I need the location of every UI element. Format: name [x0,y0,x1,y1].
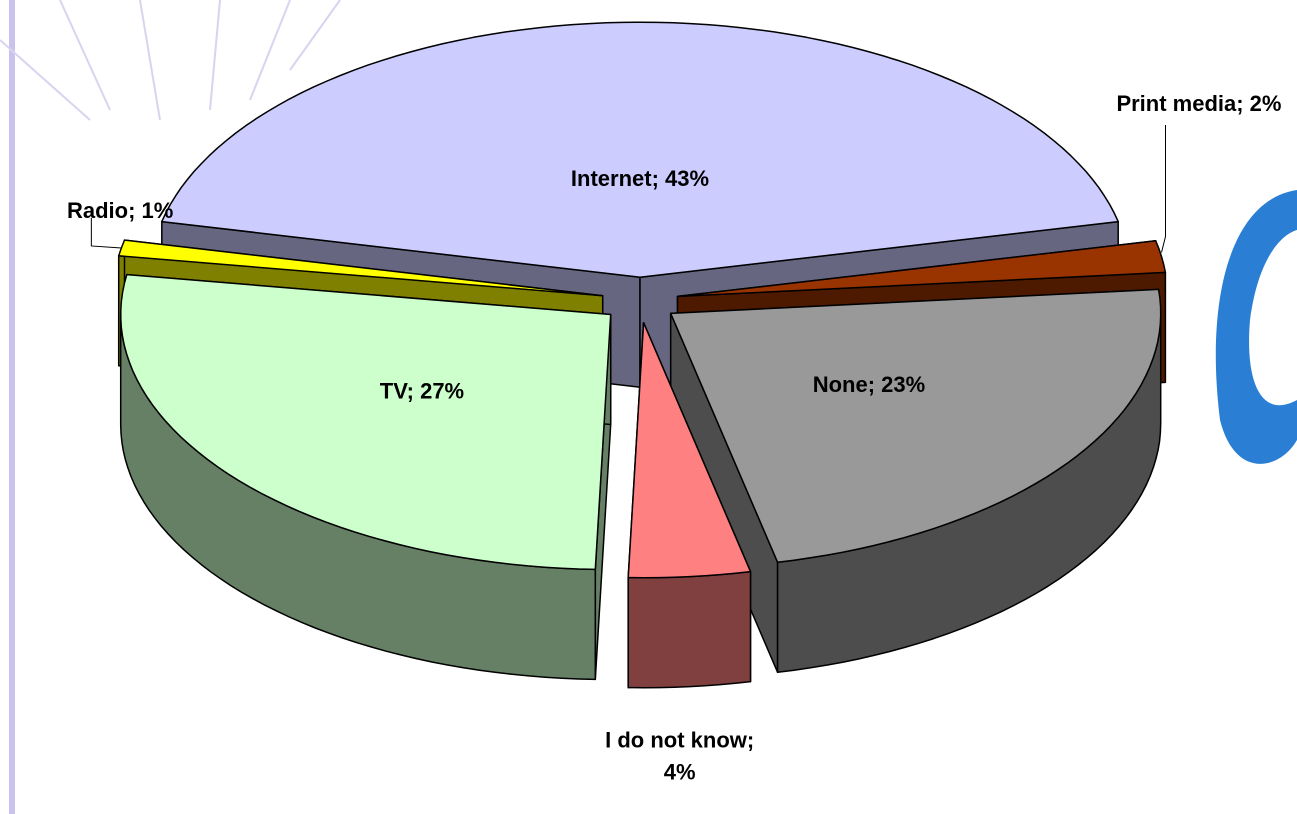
data-label-line: 4% [664,759,696,784]
slice-outer-wall [627,570,752,689]
slice-top [676,240,1167,298]
data-label: TV; 27% [380,379,464,404]
slice-top [161,21,1119,278]
data-label-line: I do not know; [605,727,754,752]
slice [627,321,752,689]
background-decoration [0,0,341,814]
data-label: Internet; 43% [571,166,709,191]
data-label: I do not know; 4% [605,727,754,784]
leader-line [90,217,122,249]
data-label: Radio; 1% [67,198,173,223]
slice-top [120,273,612,571]
data-label: Print media; 2% [1116,91,1281,116]
slice-top [627,321,752,579]
leader-line [1161,125,1166,253]
browser-logo [1215,190,1297,464]
slice-top [117,239,604,297]
slice [119,273,612,681]
slice-top [669,288,1162,564]
data-label: None; 23% [813,372,925,397]
